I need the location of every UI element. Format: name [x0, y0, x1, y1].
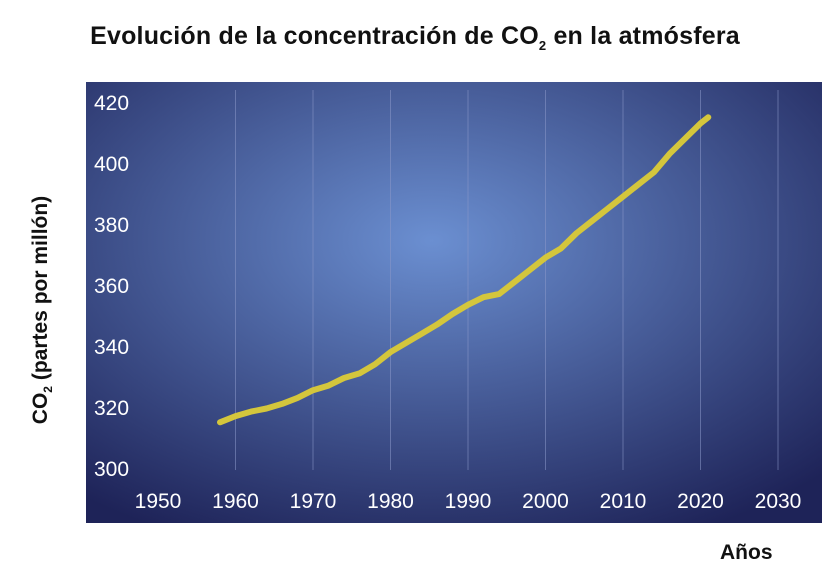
data-point-2016 — [667, 151, 672, 157]
x-tick-2000: 2000 — [522, 490, 569, 513]
data-point-1962 — [248, 409, 254, 415]
y-tick-420: 420 — [94, 92, 129, 115]
data-point-2010 — [620, 194, 626, 200]
data-point-2002 — [558, 245, 564, 251]
chart-title: Evolución de la concentración de CO2 en … — [90, 22, 740, 53]
x-tick-1980: 1980 — [367, 490, 414, 513]
data-point-1980 — [388, 349, 393, 355]
y-tick-340: 340 — [94, 336, 129, 359]
data-point-1968 — [295, 395, 300, 401]
x-tick-1950: 1950 — [135, 490, 182, 513]
x-tick-2010: 2010 — [600, 490, 647, 513]
data-point-1990 — [465, 302, 471, 308]
data-point-1970 — [310, 387, 316, 393]
x-tick-2030: 2030 — [755, 490, 802, 513]
data-point-2004 — [574, 230, 579, 236]
data-point-1974 — [341, 375, 347, 381]
data-point-1964 — [264, 406, 269, 412]
x-tick-1970: 1970 — [290, 490, 337, 513]
plot-background — [86, 82, 822, 523]
y-tick-300: 300 — [94, 458, 129, 481]
data-point-1972 — [326, 383, 331, 389]
y-tick-320: 320 — [94, 397, 129, 420]
data-point-2020 — [698, 120, 703, 126]
data-point-1992 — [481, 294, 486, 300]
data-point-1984 — [419, 331, 424, 337]
x-tick-1960: 1960 — [212, 490, 259, 513]
data-point-1986 — [434, 322, 440, 328]
data-point-1982 — [403, 340, 409, 346]
data-point-2008 — [605, 206, 610, 212]
x-axis-label: Años — [720, 541, 773, 564]
data-point-2021 — [705, 114, 711, 120]
data-point-2018 — [682, 136, 688, 142]
data-point-1998 — [527, 267, 533, 273]
data-point-1976 — [357, 370, 362, 376]
data-point-2012 — [636, 181, 641, 187]
data-point-2006 — [589, 218, 595, 224]
x-tick-1990: 1990 — [445, 490, 492, 513]
y-tick-400: 400 — [94, 153, 129, 176]
x-tick-2020: 2020 — [677, 490, 724, 513]
data-point-1996 — [512, 279, 517, 285]
data-point-1988 — [450, 311, 455, 317]
data-point-1960 — [233, 413, 238, 419]
y-tick-380: 380 — [94, 214, 129, 237]
y-tick-360: 360 — [94, 275, 129, 298]
data-point-1978 — [372, 361, 378, 367]
data-point-1966 — [279, 401, 285, 407]
data-point-1958 — [217, 419, 223, 425]
data-point-2000 — [543, 255, 548, 261]
data-point-1994 — [496, 291, 502, 297]
data-point-2014 — [651, 169, 657, 175]
